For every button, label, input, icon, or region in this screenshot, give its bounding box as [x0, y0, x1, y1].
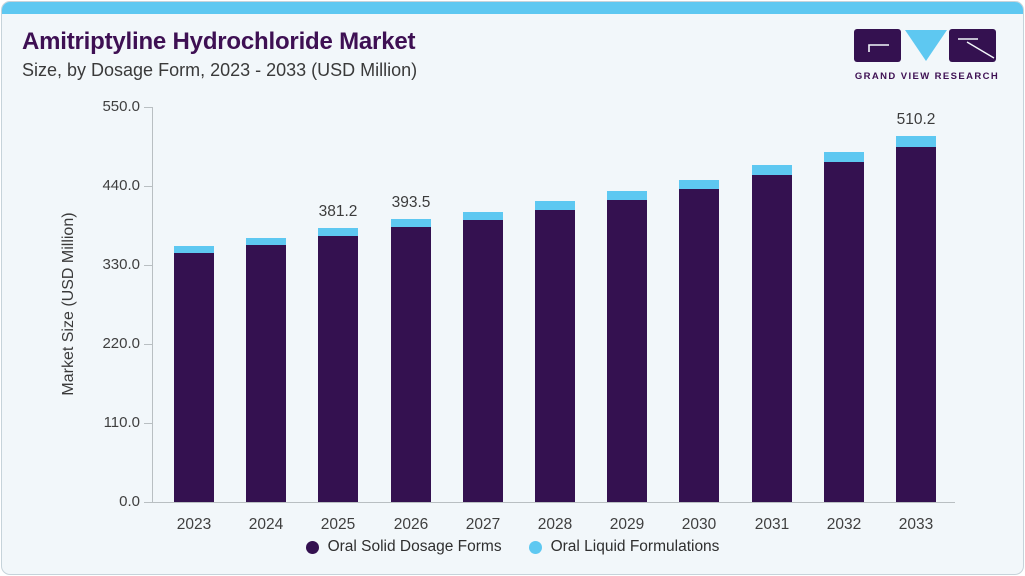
bar-2033-oral-solid — [896, 147, 936, 502]
x-tick-label-2030: 2030 — [681, 516, 717, 533]
x-tick-label-2027: 2027 — [465, 516, 501, 533]
bar-2025-oral-solid — [318, 236, 358, 502]
legend-label-oral-liquid: Oral Liquid Formulations — [550, 538, 720, 555]
page-title: Amitriptyline Hydrochloride Market — [22, 28, 416, 55]
y-tick-mark — [144, 502, 152, 503]
x-tick-label-2028: 2028 — [537, 516, 573, 533]
legend-swatch-oral-liquid-icon — [528, 540, 542, 554]
y-tick-mark — [144, 265, 152, 266]
legend-label-oral-solid: Oral Solid Dosage Forms — [327, 538, 502, 555]
legend-item-oral-solid: Oral Solid Dosage Forms — [305, 538, 502, 556]
bar-2032-oral-solid — [824, 162, 864, 502]
bar-2026-oral-solid — [391, 227, 431, 502]
x-tick-label-2024: 2024 — [248, 516, 284, 533]
bar-2029-oral-solid — [607, 200, 647, 502]
bar-2029-oral-liquid — [607, 191, 647, 200]
y-tick-mark — [144, 344, 152, 345]
bar-2027-oral-liquid — [463, 212, 503, 220]
bar-2028-oral-liquid — [535, 201, 575, 210]
x-tick-label-2029: 2029 — [609, 516, 645, 533]
y-tick-mark — [144, 107, 152, 108]
y-tick-label: 110.0 — [103, 414, 140, 431]
bar-2031-oral-liquid — [752, 165, 792, 175]
bar-2031-oral-solid — [752, 175, 792, 502]
x-tick-label-2026: 2026 — [393, 516, 429, 533]
bar-value-label-2025: 381.2 — [318, 203, 358, 220]
brand-name: GRAND VIEW RESEARCH — [854, 71, 1000, 82]
top-accent-bar — [2, 2, 1023, 14]
y-tick-label: 440.0 — [102, 177, 140, 194]
y-tick-mark — [144, 423, 152, 424]
bar-2030-oral-liquid — [679, 180, 719, 189]
bar-2032-oral-liquid — [824, 152, 864, 162]
page-subtitle: Size, by Dosage Form, 2023 - 2033 (USD M… — [22, 60, 418, 80]
bar-2025-oral-liquid — [318, 228, 358, 236]
bar-2024-oral-solid — [246, 245, 286, 502]
bar-value-label-2026: 393.5 — [391, 194, 431, 211]
bar-2024-oral-liquid — [246, 238, 286, 245]
x-tick-label-2031: 2031 — [754, 516, 790, 533]
y-tick-label: 550.0 — [102, 98, 140, 115]
bar-2023-oral-solid — [174, 253, 214, 502]
y-tick-mark — [144, 186, 152, 187]
bar-2026-oral-liquid — [391, 219, 431, 227]
bar-2027-oral-solid — [463, 220, 503, 502]
y-tick-label: 220.0 — [102, 335, 140, 352]
plot-area: 2023 2024 381.2 2025 393.5 2026 2027 2028 2029 20… — [152, 107, 955, 533]
legend-item-oral-liquid: Oral Liquid Formulations — [528, 538, 720, 556]
x-tick-label-2033: 2033 — [898, 516, 934, 533]
y-tick-label: 330.0 — [102, 256, 140, 273]
x-tick-label-2023: 2023 — [176, 516, 212, 533]
bar-2023-oral-liquid — [174, 246, 214, 253]
legend-swatch-oral-solid-icon — [305, 540, 319, 554]
legend: Oral Solid Dosage Forms Oral Liquid Form… — [2, 538, 1023, 556]
x-tick-label-2025: 2025 — [320, 516, 356, 533]
brand-logo: GRAND VIEW RESEARCH — [854, 29, 1000, 82]
y-axis-title: Market Size (USD Million) — [60, 212, 77, 396]
bar-2033-oral-liquid — [896, 136, 936, 147]
x-tick-label-2032: 2032 — [826, 516, 862, 533]
bar-value-label-2033: 510.2 — [896, 111, 936, 128]
gvr-logo-icon — [854, 29, 996, 62]
bar-2028-oral-solid — [535, 210, 575, 502]
y-tick-label: 0.0 — [119, 493, 140, 510]
bar-2030-oral-solid — [679, 189, 719, 502]
